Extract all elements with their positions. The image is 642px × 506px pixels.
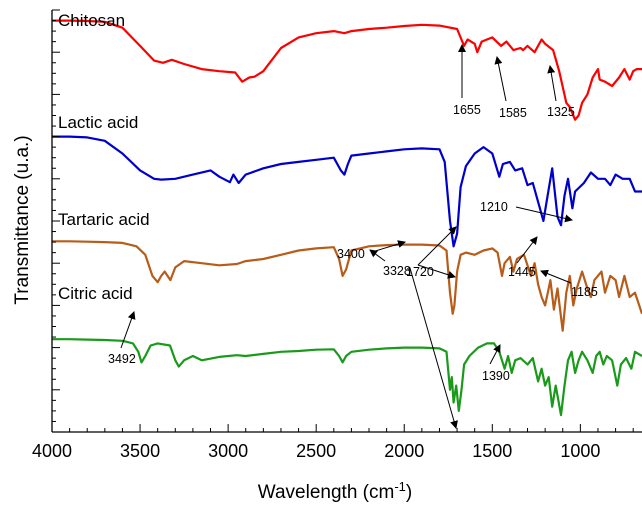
y-ticks-group: [52, 9, 60, 433]
annotation-arrow: [371, 240, 406, 253]
annotation-label: 1325: [547, 105, 575, 119]
series-label: Citric acid: [58, 284, 133, 303]
spectrum-chitosan: [52, 19, 642, 121]
x-axis-title-close: ): [406, 482, 412, 503]
x-tick-label: 1000: [560, 441, 600, 461]
x-tick-label: 3000: [208, 441, 248, 461]
x-axis-title-main: Wavelength (cm: [258, 482, 395, 503]
annotation-arrow: [540, 269, 572, 284]
x-axis-title-sup: -1: [394, 479, 406, 494]
x-tick-label: 4000: [32, 441, 72, 461]
series-labels-group: Chitosan Lactic acid Tartaric acid Citric a…: [58, 11, 150, 303]
x-axis-title: Wavelength (cm-1): [258, 479, 412, 504]
spectrum-lactic-acid: [52, 135, 642, 248]
y-axis-title: Transmittance (u.a.): [12, 135, 33, 304]
x-tick-label: 3500: [120, 441, 160, 461]
annotation-label: 1720: [406, 265, 434, 279]
annotation-arrow: [369, 249, 386, 262]
annotation-label: 3492: [108, 352, 136, 366]
annotation-arrow: [516, 236, 538, 264]
annotation-arrow: [489, 344, 501, 365]
series-label: Tartaric acid: [58, 210, 150, 229]
spectrum-citric-acid: [52, 338, 642, 417]
annotation-label: 1390: [482, 369, 510, 383]
annotation-label: 3328: [383, 264, 411, 278]
annotation-label: 1185: [571, 285, 598, 299]
x-ticks-group: 4000 3500 3000 2500 2000 1500 1000: [32, 424, 634, 461]
annotation-arrow: [417, 226, 457, 266]
spectra-group: [52, 19, 642, 417]
annotation-arrow: [494, 56, 507, 102]
annotation-label: 1585: [499, 106, 527, 120]
series-label: Chitosan: [58, 11, 125, 30]
spectrum-tartaric-acid: [52, 240, 642, 332]
series-label: Lactic acid: [58, 113, 138, 132]
annotation-arrow: [409, 267, 458, 429]
annotation-arrow: [120, 311, 136, 349]
annotation-arrow: [515, 206, 573, 223]
annotation-label: 3400: [337, 247, 365, 261]
annotation-label: 1210: [480, 200, 508, 214]
x-tick-label: 2500: [296, 441, 336, 461]
annotation-arrow: [417, 264, 456, 279]
x-tick-label: 1500: [472, 441, 512, 461]
annotation-label: 1655: [453, 103, 481, 117]
annotation-arrow: [547, 65, 557, 102]
annotation-label: 1445: [508, 265, 536, 279]
x-tick-label: 2000: [384, 441, 424, 461]
